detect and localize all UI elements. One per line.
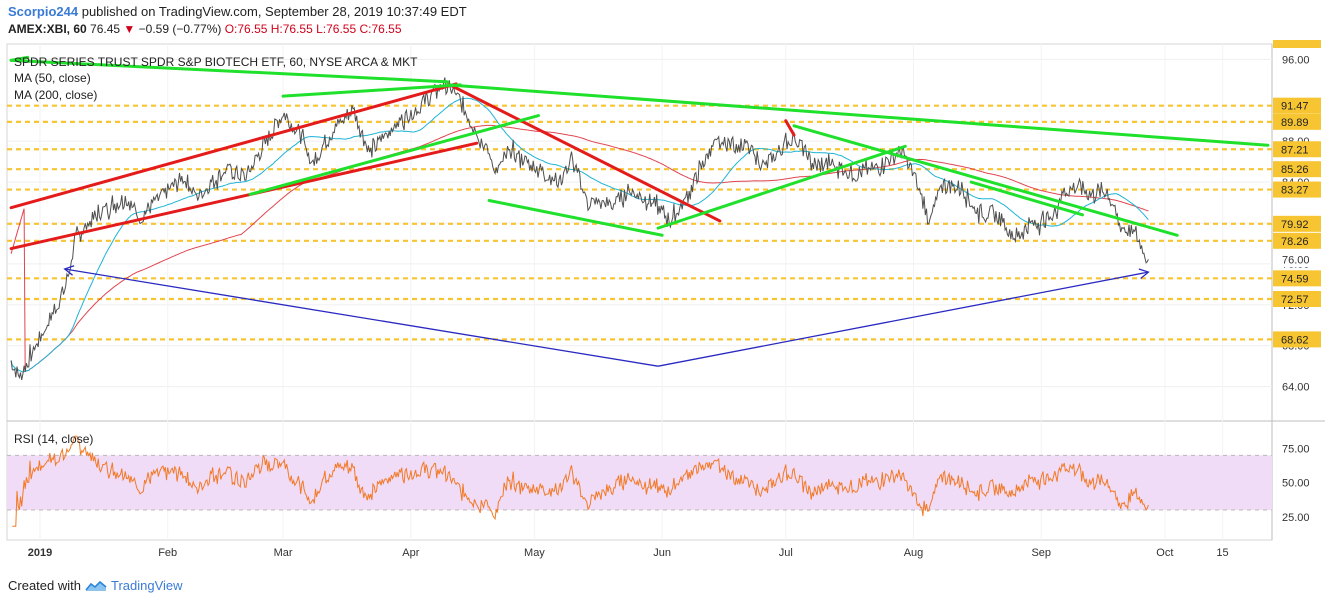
- ohlc: O:76.55 H:76.55 L:76.55 C:76.55: [224, 22, 402, 36]
- time-tick-label: Feb: [158, 547, 177, 559]
- blue-arrow-line: [64, 268, 659, 367]
- trend-lines: [9, 55, 1270, 367]
- time-axis: 2019 Feb Mar Apr May Jun Jul Aug Sep Oct 15: [28, 547, 1229, 559]
- green-trend-line: [9, 58, 450, 84]
- level-tag-label: 91.47: [1281, 101, 1309, 113]
- level-tag-label: 78.26: [1281, 236, 1309, 248]
- level-tag-label: 83.27: [1281, 185, 1309, 197]
- time-tick-label: 2019: [28, 547, 52, 559]
- level-tag: [1273, 270, 1321, 287]
- green-trend-line: [656, 144, 907, 230]
- publish-info: published on TradingView.com, September …: [81, 4, 467, 19]
- green-trend-line: [446, 83, 1270, 147]
- red-trend-line: [9, 141, 479, 251]
- arrowhead-icon: [1138, 268, 1150, 279]
- publish-line: Scorpio244 published on TradingView.com,…: [8, 4, 467, 19]
- level-tag-label: 72.57: [1281, 294, 1309, 306]
- rsi-tick-label: 75.00: [1282, 443, 1310, 455]
- level-tag: [1273, 181, 1321, 198]
- time-tick-label: Sep: [1031, 547, 1051, 559]
- green-trend-line: [487, 198, 664, 237]
- red-trend-line: [784, 119, 796, 137]
- footer: Created with TradingView: [8, 578, 183, 593]
- current-price-tag: [1273, 251, 1321, 268]
- level-tag: [1273, 161, 1321, 178]
- price-line: [10, 77, 1149, 380]
- level-tag-label: 79.92: [1281, 219, 1309, 231]
- price-tick-label: 96.00: [1282, 54, 1310, 66]
- price-chart[interactable]: 96.0088.0084.0080.0076.0072.0068.0064.00…: [0, 0, 1330, 560]
- rsi-line: [12, 435, 1149, 527]
- time-tick-label: Jun: [653, 547, 671, 559]
- price-change: −0.59 (−0.77%): [138, 22, 222, 36]
- series: [10, 77, 1149, 527]
- created-with-text: Created with: [8, 578, 81, 593]
- time-tick-label: Mar: [274, 547, 293, 559]
- level-tag: [1273, 97, 1321, 114]
- arrowhead-icon: [63, 265, 75, 276]
- rsi-tick-label: 25.00: [1282, 512, 1310, 524]
- red-trend-line: [446, 82, 722, 223]
- ma50-line: [10, 97, 1149, 373]
- horizontal-levels: [7, 104, 1272, 341]
- green-trend-line: [281, 83, 462, 98]
- rsi-tick-label: 50.00: [1282, 478, 1310, 490]
- level-tag-label: 87.21: [1281, 144, 1309, 156]
- tradingview-link[interactable]: TradingView: [110, 578, 183, 593]
- last-price: 76.45: [90, 22, 121, 36]
- price-tick-label: 64.00: [1282, 382, 1310, 394]
- level-tag: [1273, 215, 1321, 232]
- level-tag: [1273, 141, 1321, 158]
- level-tag-label: 89.89: [1281, 117, 1309, 129]
- rsi-band: [7, 454, 1272, 511]
- green-trend-line: [792, 124, 1179, 237]
- author-name[interactable]: Scorpio244: [8, 4, 79, 19]
- time-tick-label: Jul: [779, 547, 793, 559]
- price-axis: 96.0088.0084.0080.0076.0072.0068.0064.00…: [1273, 40, 1321, 524]
- symbol: AMEX:XBI, 60: [8, 22, 87, 36]
- level-tag-label: 85.26: [1281, 164, 1309, 176]
- time-tick-label: Aug: [904, 547, 924, 559]
- green-trend-line: [248, 114, 541, 196]
- red-trend-line: [9, 82, 458, 210]
- level-tag: [1273, 232, 1321, 249]
- time-tick-label: Apr: [402, 547, 419, 559]
- top-level-tag: [1273, 40, 1321, 48]
- time-tick-label: 15: [1216, 547, 1228, 559]
- level-tag-label: 74.59: [1281, 273, 1309, 285]
- blue-arrow-line: [657, 271, 1149, 367]
- level-tag: [1273, 113, 1321, 130]
- tradingview-logo-icon: [85, 580, 107, 591]
- down-arrow-icon: ▼: [123, 22, 136, 36]
- level-tag-label: 68.62: [1281, 334, 1309, 346]
- time-tick-label: Oct: [1156, 547, 1173, 559]
- time-tick-label: May: [524, 547, 545, 559]
- level-tag: [1273, 290, 1321, 307]
- level-tag: [1273, 331, 1321, 348]
- rsi-overbought-oversold-band: [7, 455, 1272, 510]
- current-price-label: 76.00: [1282, 254, 1310, 266]
- ma200-line: [10, 124, 1149, 373]
- green-trend-line: [969, 180, 1084, 217]
- symbol-line: AMEX:XBI, 60 76.45 ▼ −0.59 (−0.77%) O:76…: [8, 22, 402, 36]
